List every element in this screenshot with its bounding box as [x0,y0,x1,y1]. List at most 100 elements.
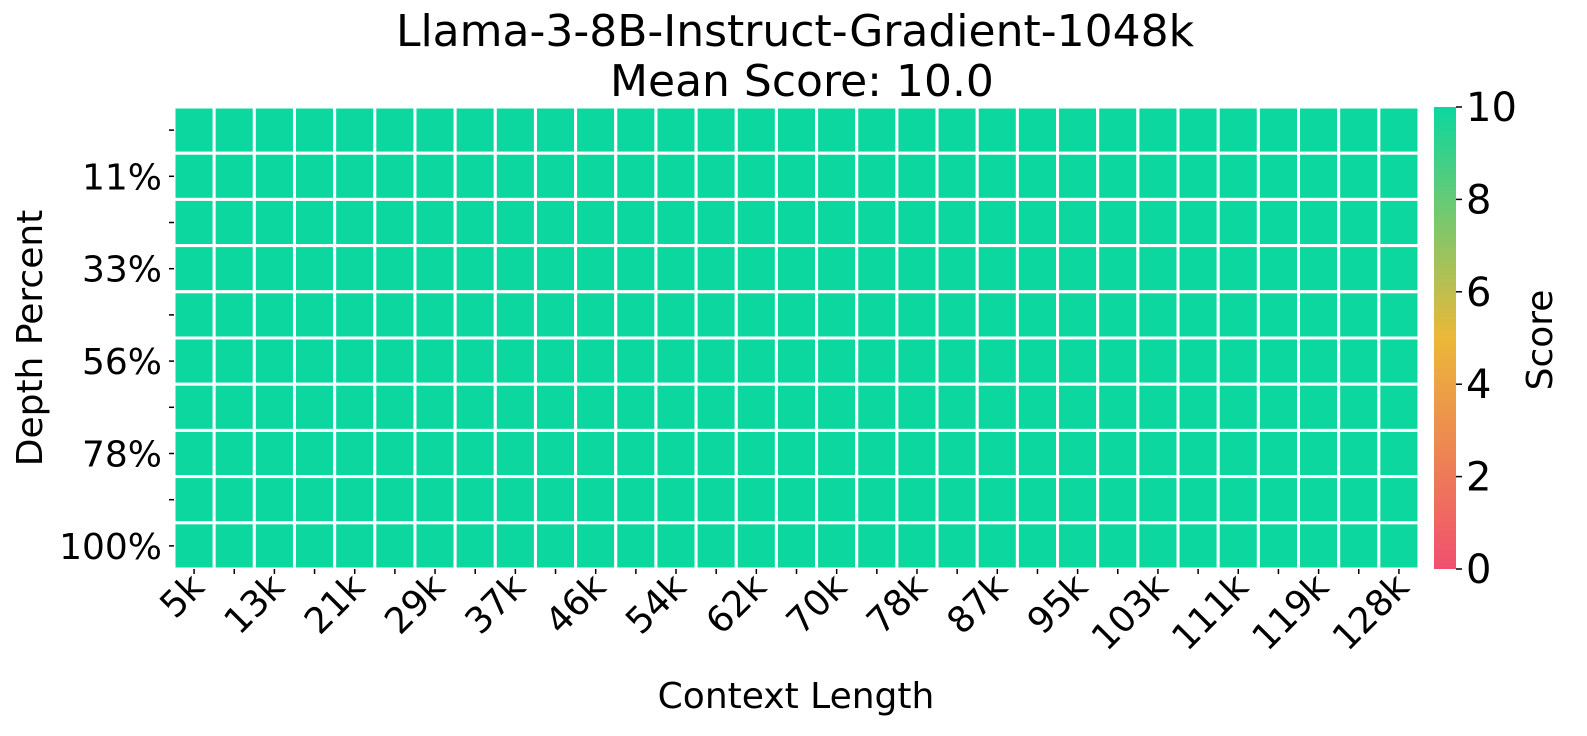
heatmap-cell [574,475,618,525]
heatmap-cell [493,197,537,248]
x-tick-label: 5k [153,566,213,626]
y-tick-label: 100% [59,527,162,568]
heatmap-cell [574,105,618,155]
heatmap-cell [413,428,457,479]
heatmap-cell [1297,105,1341,155]
heatmap-cell [1377,290,1421,340]
heatmap-cell [1136,475,1180,525]
heatmap-cell [895,521,939,571]
heatmap-cell [1337,382,1381,432]
heatmap-cell [1377,428,1421,479]
heatmap-cell [252,521,296,571]
heatmap-cell [694,151,738,201]
chart-title: Llama-3-8B-Instruct-Gradient-1048k [396,6,1195,57]
heatmap-cell [654,151,698,201]
heatmap-cell [855,105,899,155]
heatmap-cell [533,521,578,571]
heatmap-cell [172,521,216,571]
heatmap-cell [774,382,819,432]
heatmap-cell [1136,290,1180,340]
heatmap-cell [815,521,859,571]
x-tick-label: 37k [458,566,534,642]
heatmap-cell [373,105,417,155]
heatmap-cell [975,382,1019,432]
heatmap-cell [614,244,658,294]
heatmap-cell [975,151,1019,201]
heatmap-cell [1297,382,1341,432]
heatmap-cell [373,382,417,432]
heatmap-cell [172,475,216,525]
chart-subtitle: Mean Score: 10.0 [610,56,994,107]
heatmap-cell [1136,105,1180,155]
x-tick-label: 119k [1245,566,1337,658]
heatmap-cell [975,197,1019,248]
heatmap-cell [1096,428,1140,479]
heatmap-cell [895,105,939,155]
heatmap-cell [252,428,296,479]
heatmap-cell [1096,105,1140,155]
colorbar-tick-label: 0 [1466,547,1491,593]
heatmap-cell [333,244,377,294]
heatmap-cell [1337,521,1381,571]
x-tick-label: 46k [538,566,614,642]
heatmap-cell [493,336,537,386]
heatmap-cell [212,197,256,248]
heatmap-cell [292,290,337,340]
heatmap-cell [734,428,778,479]
heatmap-cell [654,105,698,155]
heatmap-cell [1297,428,1341,479]
heatmap-cell [694,244,738,294]
heatmap-cell [413,290,457,340]
heatmap-cell [493,290,537,340]
heatmap-cell [413,336,457,386]
heatmap-cell [935,244,979,294]
heatmap-cell [533,244,578,294]
colorbar-tick-label: 6 [1466,270,1491,316]
x-tick-label: 70k [779,566,855,642]
heatmap-cell [1136,244,1180,294]
x-tick-label: 128k [1325,566,1417,658]
heatmap-cell [774,151,819,201]
heatmap-cell [333,105,377,155]
heatmap-cell [734,382,778,432]
heatmap-cell [413,521,457,571]
heatmap-cell [815,382,859,432]
heatmap-cell [252,290,296,340]
heatmap-cell [1256,290,1301,340]
heatmap-cell [975,290,1019,340]
heatmap-cell [533,151,578,201]
heatmap-cell [1015,244,1060,294]
heatmap-cell [453,244,497,294]
heatmap-cell [895,382,939,432]
heatmap-cell [895,428,939,479]
heatmap-cell [935,197,979,248]
heatmap-cell [815,197,859,248]
heatmap-cell [855,244,899,294]
heatmap-cell [694,521,738,571]
heatmap-cell [1176,244,1220,294]
heatmap-cell [333,521,377,571]
heatmap-cell [614,521,658,571]
heatmap-cell [252,105,296,155]
heatmap-cell [1015,428,1060,479]
heatmap-cell [734,197,778,248]
x-tick-label: 29k [377,566,453,642]
heatmap-cell [172,151,216,201]
heatmap-cell [493,382,537,432]
heatmap-cell [1056,151,1100,201]
y-axis-label: Depth Percent [10,210,51,467]
heatmap-cell [1176,382,1220,432]
heatmap-cell [172,244,216,294]
heatmap-cell [574,244,618,294]
heatmap-cell [574,151,618,201]
heatmap-cell [1337,151,1381,201]
heatmap-cell [1096,290,1140,340]
x-tick-label: 111k [1164,566,1256,658]
heatmap-cell [373,151,417,201]
heatmap-cell [935,290,979,340]
heatmap-cell [1176,197,1220,248]
heatmap-cell [1015,105,1060,155]
heatmap-cell [172,336,216,386]
